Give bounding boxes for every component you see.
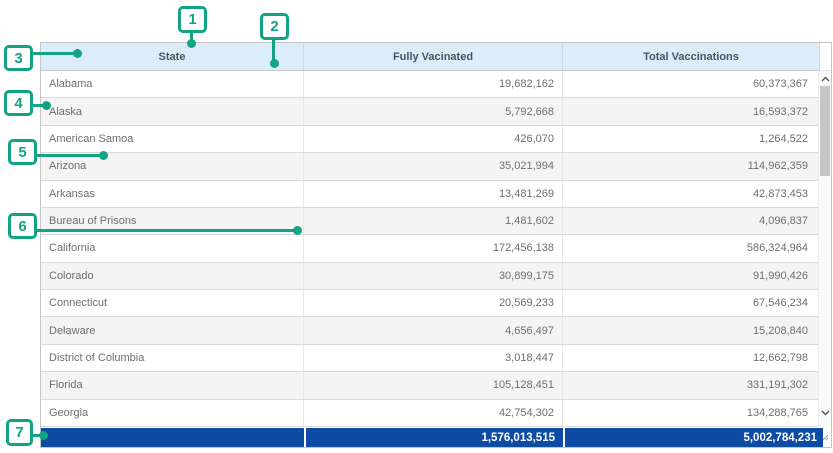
callout-7-dot xyxy=(39,431,48,440)
callout-1-dot xyxy=(187,39,196,48)
scroll-up-icon[interactable] xyxy=(819,72,831,85)
cell-fully-vacinated: 172,456,138 xyxy=(304,235,563,262)
table-row[interactable]: District of Columbia 3,018,447 12,662,79… xyxy=(41,344,818,373)
callout-4-badge: 4 xyxy=(4,90,33,116)
table-row[interactable]: Arizona 35,021,994 114,962,359 xyxy=(41,153,818,181)
cell-total-vaccinations: 586,324,964 xyxy=(746,242,808,255)
cell-total-vaccinations: 91,990,426 xyxy=(752,269,808,282)
cell-total-vaccinations: 67,546,234 xyxy=(752,297,808,310)
column-header-state[interactable]: State xyxy=(41,43,304,71)
column-header-fully-vacinated[interactable]: Fully Vacinated xyxy=(304,43,563,71)
callout-6-badge: 6 xyxy=(8,213,37,239)
callout-5-badge: 5 xyxy=(8,139,37,165)
callout-1-connector xyxy=(190,31,193,43)
cell-fully-vacinated: 20,569,233 xyxy=(304,290,563,317)
callout-1-badge: 1 xyxy=(178,6,207,33)
cell-fully-vacinated: 42,754,302 xyxy=(304,399,563,426)
total-cell-fully-vacinated: 1,576,013,515 xyxy=(304,428,563,447)
callout-6-connector xyxy=(34,229,294,232)
cell-state: Connecticut xyxy=(41,290,304,317)
callout-7-badge: 7 xyxy=(6,419,33,446)
cell-fully-vacinated: 30,899,175 xyxy=(304,262,563,289)
callout-6-dot xyxy=(293,226,302,235)
cell-fully-vacinated: 1,481,602 xyxy=(304,207,563,235)
cell-total-vaccinations: 114,962,359 xyxy=(747,160,808,173)
callout-4-connector xyxy=(30,104,44,107)
cell-fully-vacinated: 5,792,668 xyxy=(304,98,563,125)
cell-state: Arkansas xyxy=(41,180,304,207)
cell-state: Delaware xyxy=(41,317,304,344)
vertical-scrollbar[interactable] xyxy=(818,71,831,427)
table-row[interactable]: Arkansas 13,481,269 42,873,453 xyxy=(41,180,818,208)
callout-5-connector xyxy=(34,154,100,157)
cell-total-vaccinations: 331,191,302 xyxy=(746,379,808,392)
column-header-total-vaccinations[interactable]: Total Vaccinations xyxy=(563,43,820,71)
scroll-down-icon[interactable] xyxy=(819,406,831,419)
callout-4-dot xyxy=(42,101,51,110)
cell-fully-vacinated: 426,070 xyxy=(304,125,563,153)
cell-state: Alabama xyxy=(41,71,304,98)
callout-7-connector xyxy=(30,434,40,437)
cell-state: Georgia xyxy=(41,399,304,426)
total-cell-total-vaccinations: 5,002,784,231 xyxy=(563,428,823,447)
cell-state: American Samoa xyxy=(41,125,304,153)
cell-state: Arizona xyxy=(41,153,304,180)
header-scrollbar-corner xyxy=(820,43,831,71)
callout-3-connector xyxy=(30,52,76,55)
callout-2-dot xyxy=(270,59,279,68)
cell-state: Colorado xyxy=(41,262,304,289)
table-row[interactable]: Florida 105,128,451 331,191,302 xyxy=(41,372,818,400)
cell-total-vaccinations: 4,096,837 xyxy=(759,215,808,228)
cell-fully-vacinated: 19,682,162 xyxy=(304,71,563,98)
callout-2-badge: 2 xyxy=(260,13,289,40)
vaccinations-table: State Fully Vacinated Total Vaccinations… xyxy=(40,42,832,448)
cell-total-vaccinations: 15,208,840 xyxy=(752,324,808,337)
cell-total-vaccinations: 134,288,765 xyxy=(746,406,808,419)
callout-3-badge: 3 xyxy=(4,45,33,71)
table-row[interactable]: Georgia 42,754,302 134,288,765 xyxy=(41,399,818,427)
resize-grip-icon xyxy=(822,428,829,446)
cell-fully-vacinated: 4,656,497 xyxy=(304,317,563,344)
cell-total-vaccinations: 60,373,367 xyxy=(752,78,808,91)
callout-5-dot xyxy=(99,151,108,160)
cell-state: Bureau of Prisons xyxy=(41,207,304,235)
table-row[interactable]: Alabama 19,682,162 60,373,367 xyxy=(41,71,818,99)
table-row[interactable]: Connecticut 20,569,233 67,546,234 xyxy=(41,290,818,318)
cell-total-vaccinations: 42,873,453 xyxy=(752,187,808,200)
table-header-row: State Fully Vacinated Total Vaccinations xyxy=(41,43,831,71)
table-row[interactable]: American Samoa 426,070 1,264,522 xyxy=(41,125,818,154)
cell-state: California xyxy=(41,235,304,262)
table-row[interactable]: Colorado 30,899,175 91,990,426 xyxy=(41,262,818,290)
callout-3-dot xyxy=(73,49,82,58)
cell-state: Florida xyxy=(41,372,304,399)
cell-fully-vacinated: 35,021,994 xyxy=(304,153,563,180)
table-totals-row: 1,576,013,515 5,002,784,231 xyxy=(41,427,823,447)
scrollbar-thumb[interactable] xyxy=(820,86,830,176)
cell-state: Alaska xyxy=(41,98,304,125)
total-cell-state xyxy=(41,428,304,447)
cell-fully-vacinated: 3,018,447 xyxy=(304,344,563,372)
cell-total-vaccinations: 1,264,522 xyxy=(759,132,808,145)
cell-state: District of Columbia xyxy=(41,344,304,372)
cell-total-vaccinations: 16,593,372 xyxy=(752,105,808,118)
callout-2-connector xyxy=(272,38,275,62)
table-body: Alabama 19,682,162 60,373,367 Alaska 5,7… xyxy=(41,71,818,427)
cell-fully-vacinated: 105,128,451 xyxy=(304,372,563,399)
cell-total-vaccinations: 12,662,798 xyxy=(752,351,808,364)
cell-fully-vacinated: 13,481,269 xyxy=(304,180,563,207)
table-row[interactable]: Alaska 5,792,668 16,593,372 xyxy=(41,98,818,126)
table-row[interactable]: California 172,456,138 586,324,964 xyxy=(41,235,818,263)
table-row[interactable]: Delaware 4,656,497 15,208,840 xyxy=(41,317,818,345)
